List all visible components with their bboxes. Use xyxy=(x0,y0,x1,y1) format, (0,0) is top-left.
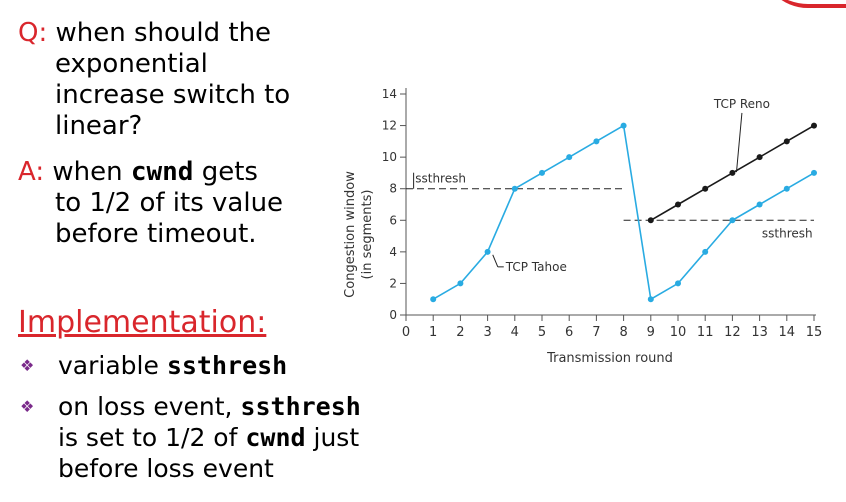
data-point xyxy=(457,280,464,287)
data-point xyxy=(729,169,736,176)
answer-prefix: A: xyxy=(18,157,45,187)
corner-decoration xyxy=(760,0,846,8)
x-tick-label: 15 xyxy=(806,325,823,340)
chart-series xyxy=(406,112,817,303)
question-prefix: Q: xyxy=(18,18,48,48)
y-tick-label: 0 xyxy=(389,308,397,322)
y-tick-label: 4 xyxy=(389,245,397,259)
x-tick-label: 13 xyxy=(751,325,768,340)
tcp-tahoe-label: TCP Tahoe xyxy=(505,260,567,274)
data-point xyxy=(783,138,790,145)
bullet-text: on loss event, xyxy=(58,392,241,421)
y-tick-label: 6 xyxy=(389,213,397,227)
data-point xyxy=(430,296,437,303)
data-point xyxy=(647,296,654,303)
x-axis-label: Transmission round xyxy=(546,351,673,366)
data-point xyxy=(620,122,627,129)
data-point xyxy=(729,217,736,224)
chart-axes xyxy=(400,88,816,321)
data-point xyxy=(647,217,654,224)
data-point xyxy=(511,185,518,192)
data-point xyxy=(539,169,545,176)
data-point xyxy=(783,185,790,192)
bullet-code: ssthresh xyxy=(240,392,361,421)
data-point xyxy=(756,154,763,161)
x-tick-label: 12 xyxy=(724,325,741,340)
x-tick-label: 10 xyxy=(670,325,687,340)
implementation-heading: Implementation: xyxy=(18,305,267,340)
x-tick-label: 0 xyxy=(402,325,410,340)
y-tick-label: 10 xyxy=(382,150,397,164)
data-point xyxy=(811,122,817,129)
x-tick-label: 1 xyxy=(429,325,437,340)
answer-line-1-post: gets xyxy=(193,157,258,187)
x-tick-label: 6 xyxy=(565,325,573,340)
bullet-line: before loss event xyxy=(20,453,361,484)
bullet-item: ❖ on loss event, ssthresh is set to 1/2 … xyxy=(20,391,361,484)
bullet-line: variable ssthresh xyxy=(20,350,287,381)
y-axis-label: Congestion window xyxy=(343,171,358,298)
tahoe-leader xyxy=(492,254,499,268)
data-point xyxy=(675,280,681,287)
answer-line-3: before timeout. xyxy=(55,219,257,249)
question-block: Q: when should the exponential increase … xyxy=(18,18,290,142)
data-point xyxy=(566,154,573,161)
bullet-text: just xyxy=(305,423,360,452)
data-point xyxy=(675,201,681,208)
x-tick-label: 11 xyxy=(697,325,714,340)
question-line-2: exponential xyxy=(55,49,208,79)
data-point xyxy=(484,248,491,255)
data-point xyxy=(593,138,600,145)
x-tick-label: 8 xyxy=(619,325,627,340)
bullet-text: variable xyxy=(58,351,167,380)
bullet-text: is set to 1/2 of xyxy=(58,423,246,452)
bullet-item: ❖ variable ssthresh xyxy=(20,350,287,381)
data-point xyxy=(811,169,817,176)
data-point xyxy=(702,248,709,255)
answer-block: A: when cwnd gets to 1/2 of its value be… xyxy=(18,157,283,250)
x-tick-label: 4 xyxy=(511,325,519,340)
diamond-bullet-icon: ❖ xyxy=(20,397,35,416)
answer-line-2: to 1/2 of its value xyxy=(55,188,284,218)
ssthresh-label: ssthresh xyxy=(415,172,466,186)
x-tick-label: 3 xyxy=(483,325,491,340)
answer-code-cwnd: cwnd xyxy=(130,157,194,187)
answer-line-1-pre: when xyxy=(44,157,131,187)
series-line xyxy=(432,124,815,301)
y-axis-label-units: (in segments) xyxy=(360,190,375,280)
diamond-bullet-icon: ❖ xyxy=(20,356,35,375)
data-point xyxy=(702,185,709,192)
x-tick-label: 2 xyxy=(456,325,464,340)
bullet-text: before loss event xyxy=(58,454,274,483)
ssthresh-label: ssthresh xyxy=(762,226,813,240)
y-tick-label: 14 xyxy=(382,87,397,101)
x-tick-label: 5 xyxy=(538,325,546,340)
question-line-1: when should the xyxy=(47,18,272,48)
y-tick-label: 2 xyxy=(389,276,397,290)
data-point xyxy=(756,201,763,208)
bullet-code: ssthresh xyxy=(166,351,288,380)
bullet-line: on loss event, ssthresh xyxy=(20,391,361,422)
y-tick-label: 8 xyxy=(389,182,397,196)
question-line-4: linear? xyxy=(55,111,143,141)
y-tick-label: 12 xyxy=(382,119,397,133)
bullet-code: cwnd xyxy=(245,423,306,452)
bullet-line: is set to 1/2 of cwnd just xyxy=(20,422,361,453)
question-line-3: increase switch to xyxy=(55,80,291,110)
reno-leader xyxy=(735,112,743,173)
x-tick-label: 9 xyxy=(647,325,655,340)
tcp-reno-label: TCP Reno xyxy=(713,97,770,111)
x-tick-label: 14 xyxy=(779,325,796,340)
x-tick-label: 7 xyxy=(592,325,600,340)
